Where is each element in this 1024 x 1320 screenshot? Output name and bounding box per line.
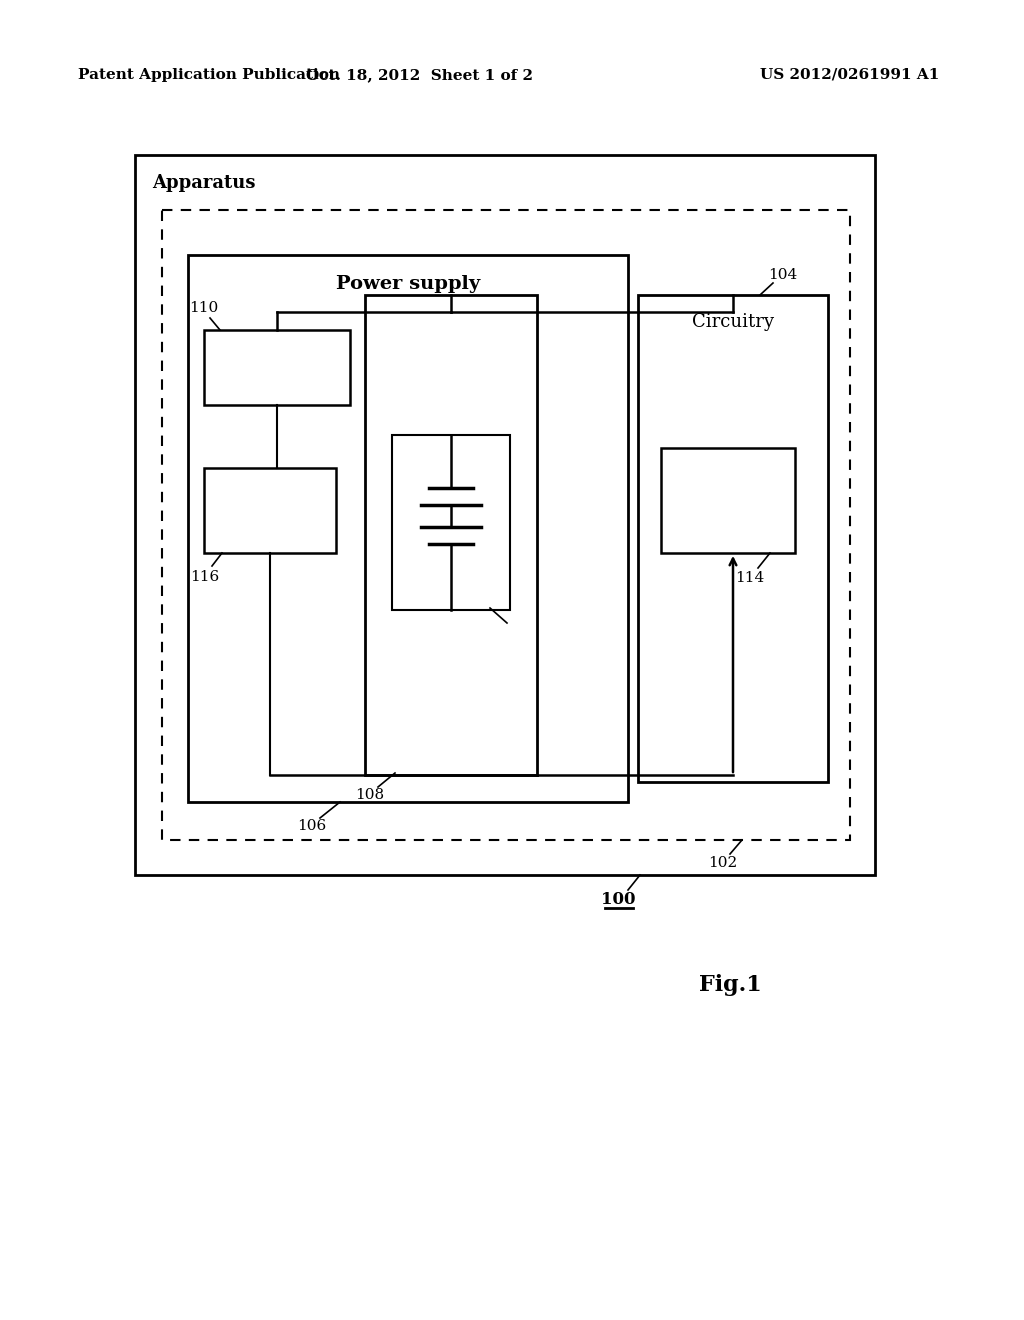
Text: Power supply: Power supply xyxy=(336,275,480,293)
Bar xyxy=(162,210,850,840)
Text: 100: 100 xyxy=(601,891,635,908)
Text: Patent Application Publication: Patent Application Publication xyxy=(78,69,340,82)
Bar xyxy=(638,294,828,781)
Text: 112: 112 xyxy=(501,623,529,638)
Text: Fig.1: Fig.1 xyxy=(698,974,762,997)
Text: Primary
cell: Primary cell xyxy=(411,315,492,354)
Bar xyxy=(135,154,874,875)
Text: Apparatus: Apparatus xyxy=(152,174,256,191)
Bar xyxy=(188,255,628,803)
Text: 104: 104 xyxy=(768,268,798,282)
Text: US 2012/0261991 A1: US 2012/0261991 A1 xyxy=(760,69,939,82)
Text: Oct. 18, 2012  Sheet 1 of 2: Oct. 18, 2012 Sheet 1 of 2 xyxy=(306,69,534,82)
Text: 116: 116 xyxy=(190,570,219,583)
Bar xyxy=(662,447,795,553)
Bar xyxy=(365,294,537,775)
Text: Scavenger: Scavenger xyxy=(232,359,322,375)
Text: 102: 102 xyxy=(709,855,737,870)
Text: Circuitry: Circuitry xyxy=(692,313,774,331)
Bar xyxy=(204,469,336,553)
Text: μP: μP xyxy=(716,491,740,510)
Text: Watch
dog: Watch dog xyxy=(244,492,296,528)
Bar xyxy=(204,330,350,405)
Text: 108: 108 xyxy=(355,788,385,803)
Text: 106: 106 xyxy=(297,818,327,833)
Text: 114: 114 xyxy=(735,572,765,585)
Bar xyxy=(392,436,510,610)
Text: 110: 110 xyxy=(189,301,219,315)
